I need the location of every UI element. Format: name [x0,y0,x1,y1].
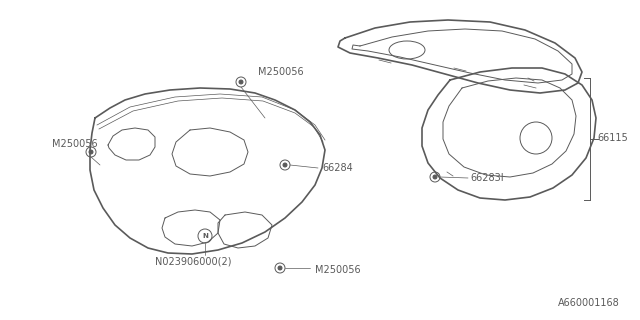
Text: 66284: 66284 [322,163,353,173]
Text: M250056: M250056 [52,139,98,149]
Circle shape [89,150,93,154]
Text: A660001168: A660001168 [558,298,620,308]
Circle shape [278,266,282,270]
Circle shape [433,175,437,179]
Circle shape [283,163,287,167]
Text: M250056: M250056 [258,67,303,77]
Text: 66283I: 66283I [470,173,504,183]
Text: N: N [202,233,208,239]
Text: N023906000(2): N023906000(2) [155,257,232,267]
Text: 66115: 66115 [597,133,628,143]
Text: M250056: M250056 [315,265,360,275]
Circle shape [239,80,243,84]
